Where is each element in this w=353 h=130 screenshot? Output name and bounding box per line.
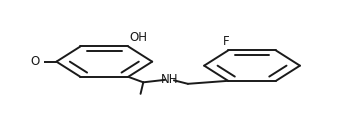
- Text: NH: NH: [161, 73, 178, 86]
- Text: F: F: [223, 35, 229, 48]
- Text: O: O: [31, 55, 40, 68]
- Text: OH: OH: [130, 31, 148, 44]
